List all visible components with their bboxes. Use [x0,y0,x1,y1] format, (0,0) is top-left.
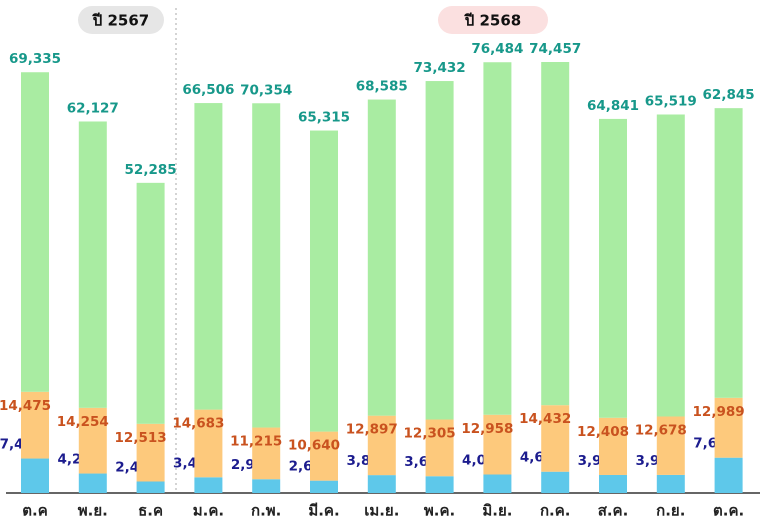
x-tick-label: ก.ย. [656,502,685,520]
bar-segment [136,182,165,424]
value-label: 12,678 [635,422,687,438]
bar-segment [78,473,107,493]
bar-segment [367,475,396,493]
bar-segment [425,81,454,420]
bar-segment [194,477,223,493]
bar-segment [656,416,685,475]
value-label: 62,127 [67,100,119,116]
value-label: 65,519 [645,93,697,109]
value-label: 12,305 [404,426,456,442]
value-label: 66,506 [182,82,234,98]
bar-segment [194,409,223,478]
bar-segment [252,479,281,493]
bar-segment [599,118,627,418]
bar-segment [136,481,165,493]
value-label: 11,215 [230,434,282,450]
value-label: 68,585 [356,79,408,95]
x-tick-label: มิ.ย. [482,502,512,520]
bar-segment [541,471,570,493]
year-badge [438,6,548,34]
bar-segment [310,431,338,481]
value-label: 14,432 [519,411,571,427]
value-label: 10,640 [288,438,340,454]
bar-segment [367,415,396,476]
bar-segment [483,414,512,475]
value-label: 62,845 [703,87,755,103]
year-label: ปี 2568 [464,12,521,30]
value-label: 14,254 [57,414,109,430]
value-label: 64,841 [587,98,639,114]
value-label: 14,475 [0,398,51,414]
x-tick-label: ธ.ค [138,502,163,520]
x-tick-label: ต.ค [22,502,47,520]
x-tick-label: ม.ค. [193,502,224,520]
year-label: ปี 2567 [92,12,149,30]
value-label: 70,354 [240,82,292,98]
bar-segment [310,130,338,432]
value-label: 14,683 [172,416,224,432]
bar-segment [252,103,281,428]
bar-segment [425,476,454,493]
bar-segment [714,457,743,493]
value-label: 74,457 [529,41,581,57]
value-label: 73,432 [414,60,466,76]
year-badge [78,6,164,34]
bar-segment [21,72,49,392]
bar-segment [194,103,223,410]
bar-segment [541,405,570,472]
bar-segment [483,62,512,415]
bar-segment [714,108,743,398]
bar-segment [78,121,107,408]
x-tick-label: ก.ค. [540,502,571,520]
x-tick-label: มี.ค. [308,502,339,520]
x-tick-label: พ.ย. [78,502,108,520]
bar-segment [656,474,685,493]
value-label: 65,315 [298,110,350,126]
bar-segment [483,474,512,493]
bar-segment [78,407,107,474]
bar-segment [21,391,49,459]
value-label: 12,408 [577,424,629,440]
value-label: 52,285 [125,162,177,178]
bar-segment [367,99,396,416]
x-tick-label: ต.ค. [713,502,744,520]
value-label: 12,897 [346,422,398,438]
value-label: 12,989 [693,404,745,420]
value-label: 12,958 [461,421,513,437]
bar-segment [656,114,685,417]
value-label: 12,513 [115,430,167,446]
bar-segment [310,480,338,493]
value-label: 76,484 [471,41,523,57]
x-tick-label: ส.ค. [598,502,629,520]
bar-segment [425,419,454,477]
bar-segment [21,458,49,493]
x-tick-label: เม.ย. [364,502,399,520]
bar-segment [541,62,570,406]
bar-segment [714,397,743,458]
value-label: 69,335 [9,51,61,67]
x-tick-label: ก.พ. [251,502,281,520]
bar-segment [136,423,165,482]
bar-segment [599,474,627,493]
bar-segment [599,417,627,475]
x-tick-label: พ.ค. [424,502,455,520]
bar-segment [252,427,281,480]
